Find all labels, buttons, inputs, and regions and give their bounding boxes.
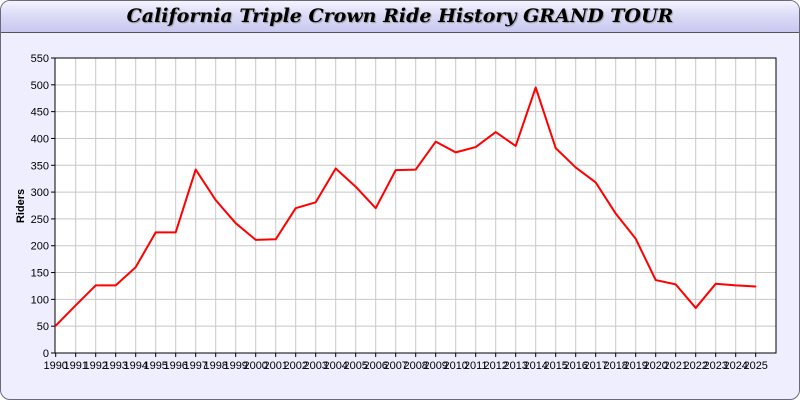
x-tick-label: 2017 bbox=[583, 360, 607, 372]
x-tick-label: 2019 bbox=[623, 360, 647, 372]
data-point bbox=[314, 201, 317, 204]
axes: 0501001502002503003504004505005501990199… bbox=[31, 53, 777, 372]
x-tick-label: 2022 bbox=[683, 360, 707, 372]
x-tick-label: 2018 bbox=[603, 360, 627, 372]
x-tick-label: 1994 bbox=[123, 360, 147, 372]
x-tick-label: 2005 bbox=[343, 360, 367, 372]
x-tick-label: 2001 bbox=[263, 360, 287, 372]
x-tick-label: 1996 bbox=[163, 360, 187, 372]
data-point bbox=[594, 181, 597, 184]
plot-border bbox=[54, 57, 777, 354]
y-tick-label: 550 bbox=[31, 53, 49, 65]
data-point bbox=[154, 231, 157, 234]
y-tick-label: 0 bbox=[43, 348, 49, 360]
y-tick-label: 50 bbox=[37, 321, 49, 333]
x-tick-label: 2020 bbox=[643, 360, 667, 372]
data-point bbox=[574, 166, 577, 169]
data-point bbox=[234, 222, 237, 224]
data-point bbox=[734, 284, 737, 287]
x-tick-label: 2006 bbox=[363, 360, 387, 372]
data-point bbox=[294, 207, 297, 209]
data-point bbox=[474, 146, 477, 148]
x-tick-label: 2009 bbox=[423, 360, 447, 372]
x-tick-label: 2014 bbox=[523, 360, 547, 372]
y-tick-label: 350 bbox=[31, 160, 49, 172]
data-point bbox=[634, 237, 637, 240]
x-tick-label: 1993 bbox=[103, 360, 127, 372]
data-point bbox=[54, 324, 57, 327]
x-tick-label: 1990 bbox=[43, 360, 67, 372]
data-point bbox=[654, 279, 657, 281]
y-tick-label: 400 bbox=[31, 133, 49, 145]
y-tick-label: 150 bbox=[31, 268, 49, 280]
data-point bbox=[254, 239, 257, 241]
x-tick-label: 2010 bbox=[443, 360, 467, 372]
data-point bbox=[434, 140, 437, 143]
y-tick-label: 100 bbox=[31, 294, 49, 306]
data-point bbox=[394, 169, 397, 171]
data-point bbox=[174, 231, 177, 234]
y-axis-label: Riders bbox=[15, 189, 27, 223]
x-tick-label: 2008 bbox=[403, 360, 427, 372]
x-tick-label: 1999 bbox=[223, 360, 247, 372]
y-tick-label: 250 bbox=[31, 214, 49, 226]
data-point bbox=[94, 284, 97, 287]
data-point bbox=[114, 284, 117, 287]
x-tick-label: 2011 bbox=[464, 360, 488, 372]
data-point bbox=[414, 168, 417, 171]
data-point bbox=[194, 168, 197, 171]
x-tick-label: 2021 bbox=[663, 360, 687, 372]
series-line bbox=[54, 86, 756, 327]
y-tick-label: 450 bbox=[31, 107, 49, 119]
data-point bbox=[534, 86, 537, 89]
y-tick-label: 200 bbox=[31, 241, 49, 253]
x-tick-label: 2012 bbox=[483, 360, 507, 372]
x-tick-label: 1995 bbox=[143, 360, 167, 372]
data-point bbox=[354, 185, 357, 188]
data-point bbox=[274, 238, 277, 241]
data-point bbox=[554, 147, 557, 149]
x-tick-label: 1998 bbox=[203, 360, 227, 372]
x-tick-label: 2025 bbox=[743, 360, 767, 372]
x-tick-label: 2002 bbox=[283, 360, 307, 372]
x-tick-label: 1997 bbox=[183, 360, 207, 372]
data-point bbox=[694, 307, 697, 309]
x-tick-label: 2013 bbox=[503, 360, 527, 372]
data-point bbox=[374, 207, 377, 209]
y-tick-label: 300 bbox=[31, 187, 49, 199]
x-tick-label: 1992 bbox=[83, 360, 107, 372]
y-tick-label: 500 bbox=[31, 80, 49, 92]
title-bar: California Triple Crown Ride History GRA… bbox=[1, 1, 799, 33]
data-point bbox=[214, 199, 217, 201]
data-point bbox=[514, 145, 517, 147]
chart-title: California Triple Crown Ride History GRA… bbox=[126, 5, 674, 27]
x-tick-label: 1991 bbox=[63, 360, 87, 372]
data-point bbox=[74, 304, 77, 307]
data-point bbox=[714, 283, 717, 285]
x-tick-label: 2003 bbox=[303, 360, 327, 372]
x-tick-label: 2015 bbox=[543, 360, 567, 372]
data-point bbox=[674, 283, 677, 286]
data-point bbox=[494, 131, 497, 133]
data-point bbox=[334, 167, 337, 170]
data-point bbox=[754, 285, 757, 288]
x-tick-label: 2004 bbox=[323, 360, 347, 372]
series-lines bbox=[54, 86, 757, 327]
data-point bbox=[614, 212, 617, 215]
data-point bbox=[134, 266, 137, 268]
x-tick-label: 2024 bbox=[723, 360, 747, 372]
x-tick-label: 2016 bbox=[563, 360, 587, 372]
x-tick-label: 2023 bbox=[703, 360, 727, 372]
x-tick-label: 2007 bbox=[383, 360, 407, 372]
data-point bbox=[454, 151, 457, 154]
x-tick-label: 2000 bbox=[243, 360, 267, 372]
